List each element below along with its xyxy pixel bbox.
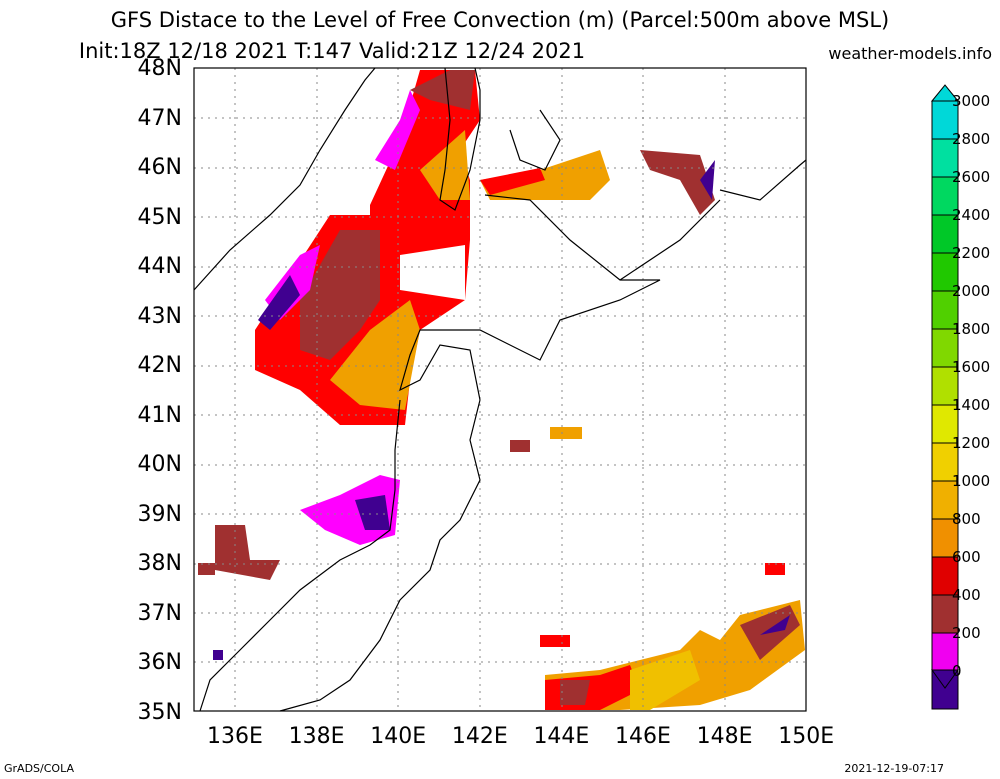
lat-label: 40N [137,452,182,477]
colorbar-cell [931,518,959,558]
colorbar-label: 1000 [952,472,991,490]
colorbar-label: 3000 [952,92,991,110]
colorbar-cell [931,556,959,596]
lon-label: 148E [696,724,753,749]
lon-label: 144E [533,724,590,749]
colorbar-label: 2600 [952,168,991,186]
field-brown-main [300,230,380,360]
lon-label: 146E [615,724,671,749]
lat-label: 42N [137,353,182,378]
lfc-field [198,70,805,710]
colorbar-cell [931,138,959,178]
coast-honshu-west [199,399,401,712]
coast-kamchatka [719,159,807,201]
coast-sakhalin [439,67,481,211]
colorbar-label: 600 [952,548,981,566]
lat-label: 48N [137,56,182,81]
coast-hokkaido [399,194,661,401]
colorbar-cell [931,214,959,254]
field-cell-2 [510,440,530,452]
colorbar-cell [931,100,959,140]
coastlines [193,67,807,712]
colorbar-label: 0 [952,662,962,680]
colorbar-label: 400 [952,586,981,604]
field-cell-3 [540,635,570,647]
lat-label: 35N [137,699,182,725]
colorbar-cell [931,366,959,406]
colorbar-label: 1200 [952,434,991,452]
field-purple-southeast [760,615,790,635]
field-brown-kuril [640,150,715,215]
field-cell-4 [765,563,785,575]
lat-label: 47N [137,105,182,131]
lon-label: 142E [451,724,508,749]
lat-label: 44N [137,254,182,279]
lon-label: 136E [207,724,263,749]
field-cell-5 [198,563,215,575]
field-red-sea [480,168,545,195]
colorbar [930,84,960,710]
map-frame [193,67,807,712]
field-purple-kuril [700,160,715,200]
colorbar-cell [931,328,959,368]
field-cell-1 [550,427,582,439]
lat-label: 38N [137,551,182,576]
field-brown-north [410,70,475,110]
footer-credit: GrADS/COLA [4,762,74,775]
colorbar-label: 1600 [952,358,991,376]
site-credit: weather-models.info [828,44,992,63]
colorbar-label: 2000 [952,282,991,300]
colorbar-cell [931,176,959,216]
colorbar-label: 2400 [952,206,991,224]
colorbar-cell [931,594,959,634]
lat-label: 37N [137,600,182,626]
coast-asia [193,67,376,291]
colorbar-cell [931,252,959,292]
colorbar-bottom-arrow [931,669,959,689]
colorbar-cell [931,404,959,444]
map-title: GFS Distace to the Level of Free Convect… [110,8,890,32]
lat-label: 41N [137,402,182,428]
colorbar-label: 800 [952,510,981,528]
lat-label: 45N [137,204,182,230]
colorbar-cell [931,632,959,672]
field-orange-sea [480,150,610,200]
field-brown-south [560,680,590,705]
field-purple-west [258,275,300,330]
lon-label: 150E [778,724,835,749]
field-purple-honshu [355,495,390,530]
map-subtitle: Init:18Z 12/18 2021 T:147 Valid:21Z 12/2… [78,39,586,63]
lon-label: 140E [370,724,427,749]
field-cell-6 [213,650,223,660]
coast-kurils [619,199,721,281]
footer-timestamp: 2021-12-19-07:17 [844,762,944,775]
colorbar-label: 1400 [952,396,991,414]
coast-kuril-north [509,109,561,171]
lat-label: 39N [137,501,182,527]
coast-honshu-east [279,399,481,712]
lat-label: 36N [137,650,182,675]
colorbar-label: 1800 [952,320,991,338]
field-magenta-north [375,90,420,170]
colorbar-cell [931,290,959,330]
lat-label: 43N [137,303,182,329]
lon-label: 138E [288,724,345,749]
lat-label: 46N [137,155,182,180]
colorbar-label: 200 [952,624,981,642]
colorbar-label: 2200 [952,244,991,262]
field-yellow-south [630,650,700,710]
field-gap [400,245,465,300]
colorbar-cell [931,480,959,520]
field-brown-west [215,525,280,580]
colorbar-label: 2800 [952,130,991,148]
